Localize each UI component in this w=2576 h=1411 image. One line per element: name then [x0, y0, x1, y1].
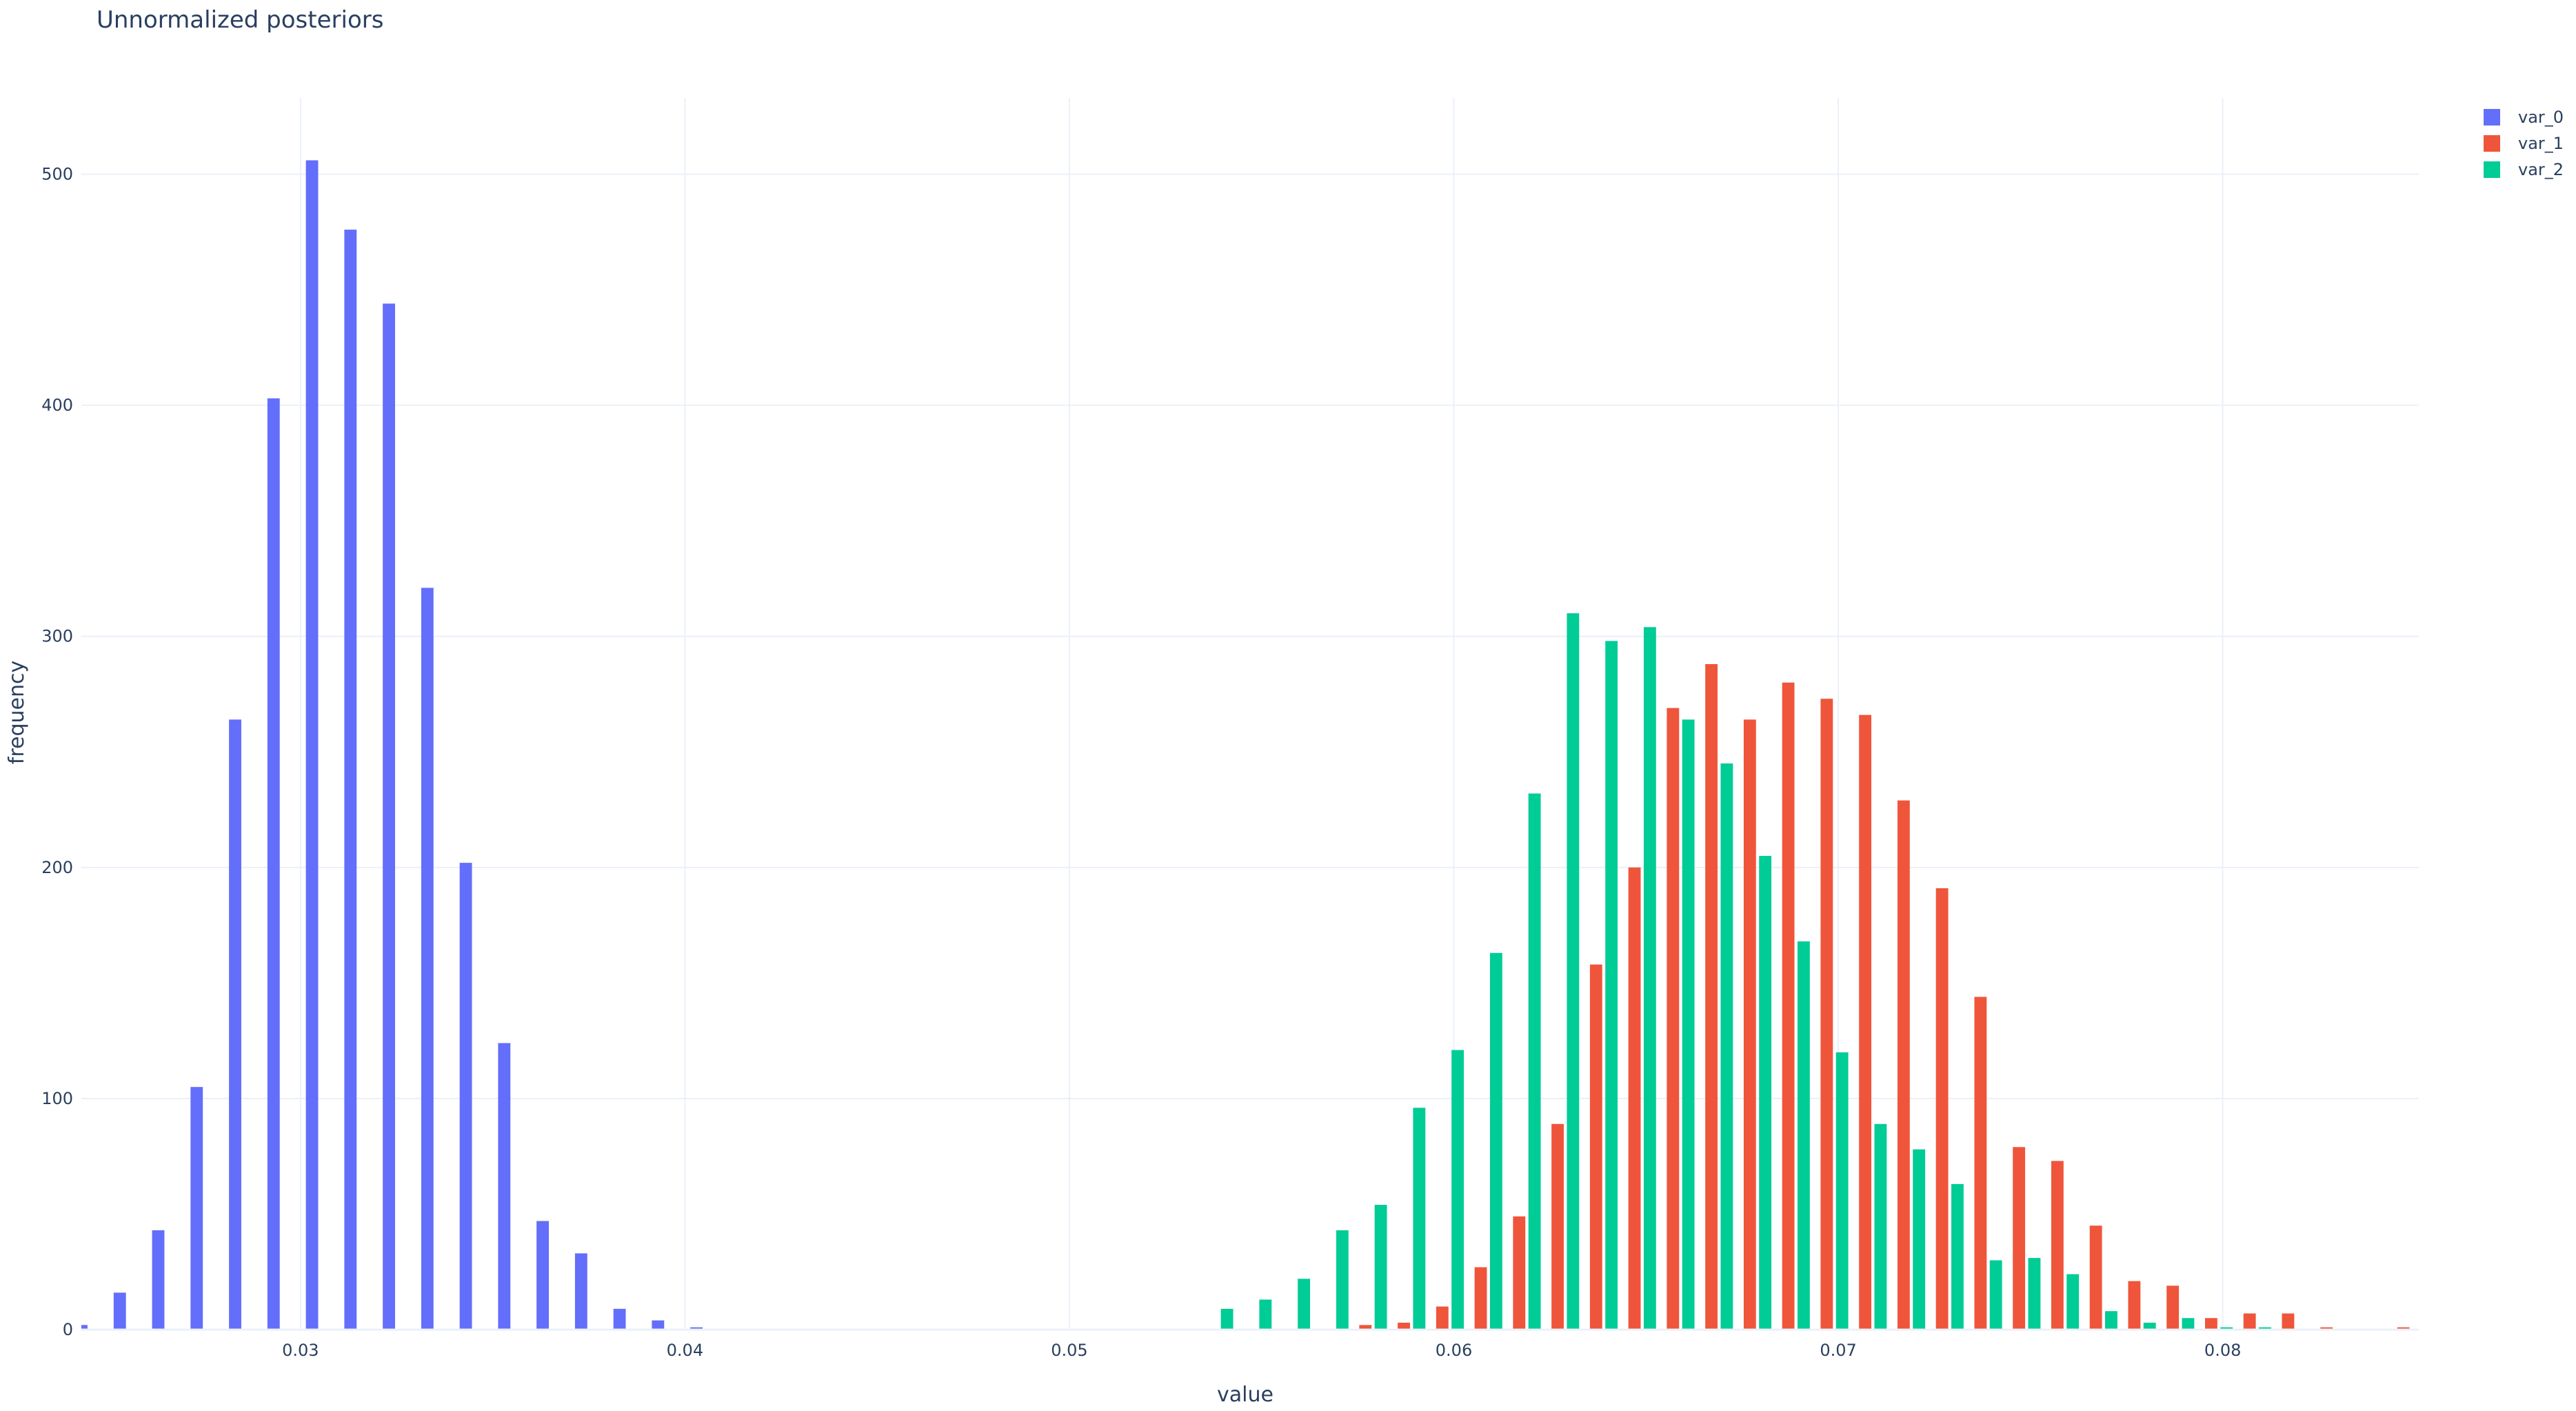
y-tick-label: 500 — [41, 165, 73, 184]
x-axis-title: value — [1217, 1383, 1274, 1407]
bar-var_2 — [1374, 1205, 1387, 1330]
bar-var_0 — [305, 160, 319, 1330]
bar-var_1 — [1474, 1267, 1487, 1330]
bar-var_0 — [81, 1325, 88, 1330]
bar-var_1 — [2013, 1147, 2026, 1330]
bar-var_2 — [1528, 793, 1541, 1330]
bar-var_2 — [1759, 856, 1772, 1330]
bar-var_1 — [2204, 1318, 2217, 1330]
bar-var_2 — [1797, 941, 1810, 1330]
bar-var_1 — [1436, 1306, 1449, 1330]
y-tick-label: 400 — [41, 396, 73, 415]
bar-var_1 — [2397, 1327, 2410, 1330]
x-tick-label: 0.08 — [2204, 1341, 2241, 1360]
bar-var_2 — [2220, 1327, 2233, 1330]
bar-var_2 — [2143, 1322, 2156, 1330]
bar-var_0 — [574, 1253, 587, 1330]
x-tick-label: 0.07 — [1820, 1341, 1856, 1360]
bar-var_0 — [229, 719, 241, 1330]
bar-var_0 — [267, 398, 280, 1330]
bar-var_2 — [1567, 613, 1580, 1330]
bar-var_1 — [1589, 964, 1602, 1330]
bar-var_2 — [1413, 1108, 1426, 1330]
y-tick-labels: 0 100 200 300 400 500 — [41, 165, 73, 1339]
bars — [81, 160, 2410, 1330]
bar-var_1 — [1782, 682, 1795, 1330]
bar-var_0 — [459, 863, 472, 1330]
x-tick-label: 0.04 — [667, 1341, 703, 1360]
bar-var_2 — [1989, 1260, 2002, 1330]
x-tick-labels: 0.03 0.04 0.05 0.06 0.07 0.08 — [282, 1341, 2241, 1360]
bar-var_2 — [1336, 1230, 1349, 1330]
bar-var_2 — [2028, 1258, 2041, 1330]
bar-var_2 — [2182, 1318, 2195, 1330]
bar-var_1 — [1705, 663, 1718, 1330]
bar-var_0 — [498, 1043, 511, 1330]
bar-var_1 — [1667, 708, 1680, 1330]
bar-var_1 — [2128, 1281, 2141, 1330]
bar-var_0 — [421, 588, 434, 1330]
bar-var_1 — [2243, 1313, 2256, 1330]
bar-var_1 — [1743, 719, 1756, 1330]
bar-var_0 — [113, 1292, 126, 1330]
bar-var_2 — [2066, 1274, 2080, 1330]
bar-var_0 — [383, 303, 395, 1330]
bar-var_1 — [1859, 714, 1872, 1330]
legend-swatch-var_0 — [2484, 109, 2500, 126]
legend: var_0 var_1 var_2 — [2484, 108, 2564, 179]
bar-var_0 — [613, 1308, 626, 1330]
legend-swatch-var_1 — [2484, 135, 2500, 152]
y-tick-label: 100 — [41, 1089, 73, 1108]
bar-var_2 — [1643, 627, 1656, 1330]
bar-var_2 — [1489, 952, 1502, 1330]
legend-swatch-var_2 — [2484, 161, 2500, 178]
bar-var_2 — [1874, 1123, 1887, 1330]
x-tick-label: 0.06 — [1436, 1341, 1472, 1360]
bar-var_1 — [2320, 1327, 2333, 1330]
bar-var_2 — [1835, 1052, 1849, 1330]
y-tick-label: 300 — [41, 627, 73, 646]
bar-var_1 — [1513, 1216, 1526, 1330]
bar-var_1 — [1359, 1325, 1372, 1330]
bar-var_1 — [1897, 800, 1910, 1330]
bar-var_2 — [2105, 1311, 2117, 1330]
legend-label-var_0: var_0 — [2518, 108, 2564, 127]
bar-var_0 — [690, 1327, 703, 1330]
bar-var_2 — [1259, 1299, 1272, 1330]
bar-var_1 — [1551, 1123, 1564, 1330]
bar-var_0 — [652, 1320, 665, 1330]
bar-var_1 — [1974, 997, 1987, 1330]
bar-var_2 — [1298, 1279, 1310, 1330]
bar-var_0 — [152, 1230, 165, 1330]
bar-var_2 — [1605, 641, 1618, 1330]
bar-var_2 — [1451, 1050, 1465, 1330]
x-tick-label: 0.05 — [1051, 1341, 1087, 1360]
bar-var_1 — [1398, 1322, 1410, 1330]
y-axis-title: frequency — [5, 661, 29, 764]
legend-label-var_1: var_1 — [2518, 134, 2564, 153]
bar-var_1 — [1820, 699, 1833, 1330]
bar-var_0 — [344, 229, 357, 1330]
bar-var_2 — [2259, 1327, 2271, 1330]
bar-var_2 — [1682, 719, 1695, 1330]
bar-var_1 — [1628, 867, 1641, 1330]
bar-var_1 — [2089, 1225, 2102, 1330]
bar-var_2 — [1913, 1149, 1926, 1330]
bar-var_1 — [2166, 1285, 2180, 1330]
y-tick-label: 0 — [63, 1320, 73, 1339]
bar-var_1 — [2282, 1313, 2295, 1330]
y-tick-label: 200 — [41, 858, 73, 877]
bar-var_2 — [1220, 1308, 1234, 1330]
chart-title: Unnormalized posteriors — [97, 6, 383, 34]
x-tick-label: 0.03 — [282, 1341, 319, 1360]
bar-var_1 — [1935, 888, 1949, 1330]
bar-var_2 — [1951, 1183, 1964, 1330]
legend-label-var_2: var_2 — [2518, 160, 2564, 179]
bar-var_0 — [190, 1087, 203, 1330]
bar-var_0 — [536, 1221, 549, 1330]
bar-var_1 — [2051, 1161, 2064, 1330]
bar-var_2 — [1720, 763, 1733, 1330]
